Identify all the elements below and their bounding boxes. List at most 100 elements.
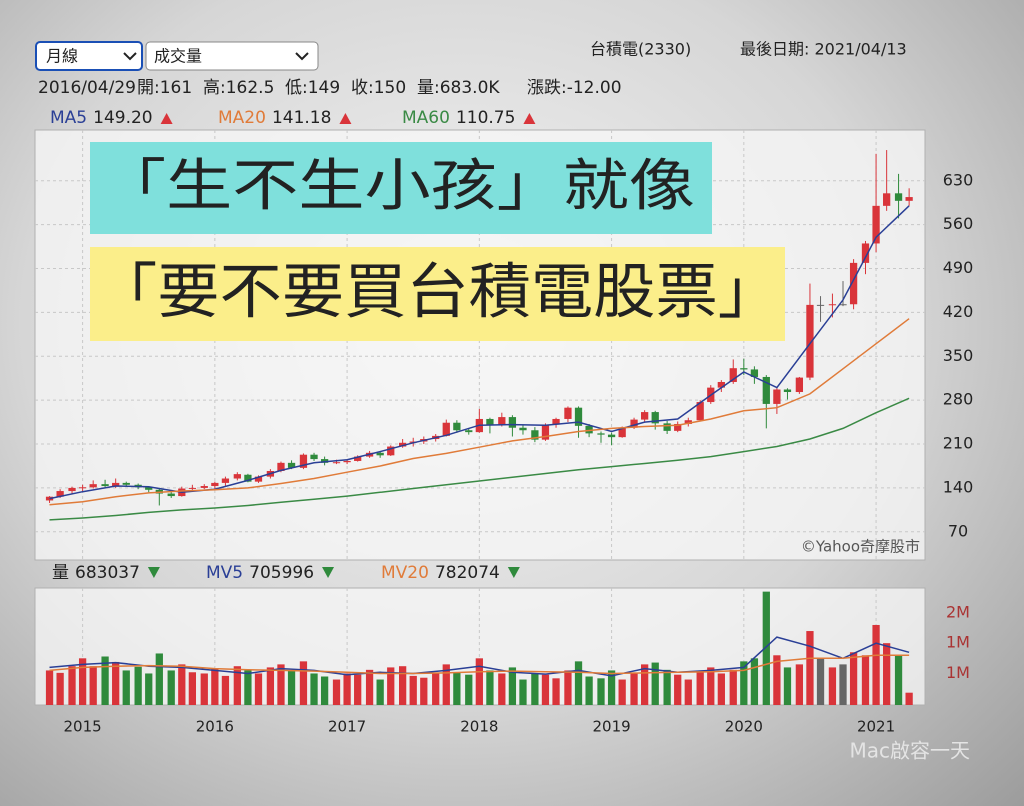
- volume-bar: [806, 631, 814, 705]
- volume-bar: [674, 674, 682, 705]
- candle-body: [244, 474, 252, 482]
- candle-body: [663, 423, 671, 431]
- volume-bar: [630, 673, 638, 705]
- volume-bar: [89, 666, 97, 705]
- y-tick-label: 1M: [946, 663, 970, 682]
- volume-bar: [861, 655, 870, 705]
- candle-body: [795, 377, 804, 393]
- legend-name: MV20: [381, 563, 429, 583]
- last-date: 最後日期: 2021/04/13: [740, 40, 907, 59]
- legend-name: MA60: [402, 108, 450, 128]
- period-select[interactable]: 月線: [35, 41, 143, 71]
- candle-body: [883, 193, 891, 206]
- info-item: 量:683.0K: [417, 78, 500, 98]
- x-tick-label: 2020: [725, 718, 763, 736]
- volume-bar: [641, 664, 649, 705]
- volume-bar: [552, 678, 560, 705]
- volume-bar: [200, 673, 208, 705]
- volume-bar: [828, 667, 837, 705]
- candle-body: [320, 459, 329, 463]
- up-arrow: [339, 113, 352, 124]
- volume-bar: [740, 661, 748, 705]
- indicator-select[interactable]: 成交量: [145, 41, 319, 71]
- volume-bar: [574, 661, 583, 705]
- ma-line: [49, 636, 910, 677]
- overlay-text: 「生不生小孩」就像: [100, 154, 695, 219]
- candle-body: [343, 460, 351, 463]
- indicator-select-box[interactable]: [145, 41, 319, 71]
- candle-body: [618, 427, 626, 438]
- volume-bar: [783, 667, 792, 705]
- period-select-box[interactable]: [35, 41, 143, 71]
- volume-bar: [254, 673, 263, 705]
- volume-bar: [188, 672, 197, 705]
- volume-bar: [266, 667, 275, 705]
- candle-body: [519, 427, 527, 431]
- candle-body: [574, 407, 583, 426]
- stock-name: 台積電(2330): [590, 40, 691, 59]
- volume-bar: [762, 591, 770, 705]
- candle-body: [254, 476, 263, 482]
- candle-body: [332, 462, 341, 464]
- volume-bar: [816, 658, 825, 705]
- period-select-text[interactable]: 月線: [46, 47, 78, 66]
- volume-bar: [849, 652, 858, 705]
- legend-value: 705996: [249, 563, 314, 583]
- indicator-select-text[interactable]: 成交量: [154, 47, 202, 66]
- legend-value: 110.75: [456, 108, 515, 128]
- volume-bar: [541, 674, 550, 705]
- volume-bar: [498, 673, 506, 705]
- candle-body: [597, 433, 605, 435]
- candle-body: [872, 205, 880, 244]
- down-arrow: [322, 567, 335, 578]
- y-tick-label: 280: [943, 390, 974, 409]
- candle-body: [585, 425, 593, 434]
- candle-body: [508, 417, 517, 428]
- y-tick-label: 70: [948, 521, 968, 540]
- candle-body: [729, 368, 737, 382]
- volume-bar: [56, 672, 64, 705]
- candle-body: [78, 487, 87, 489]
- candle-body: [465, 430, 473, 433]
- volume-bar: [299, 661, 308, 705]
- volume-bar: [101, 656, 109, 705]
- volume-bar: [651, 662, 659, 705]
- info-item: 開:161: [137, 78, 192, 98]
- volume-bar: [717, 673, 725, 705]
- candle-body: [630, 419, 638, 428]
- candle-body: [233, 474, 241, 479]
- select-arrow[interactable]: [295, 52, 309, 61]
- candle-body: [442, 422, 450, 436]
- volume-bar: [310, 673, 318, 705]
- candle-body: [221, 478, 230, 483]
- candle-body: [376, 452, 384, 456]
- volume-bar: [112, 661, 120, 705]
- volume-bar: [343, 673, 351, 705]
- up-arrow: [160, 113, 173, 124]
- volume-bar: [320, 676, 329, 705]
- volume-bar: [839, 664, 847, 705]
- volume-bar: [607, 670, 616, 705]
- candle-body: [552, 418, 560, 425]
- select-arrow[interactable]: [123, 52, 137, 61]
- y-tick-label: 1M: [946, 633, 970, 652]
- candle-body: [310, 454, 318, 460]
- volume-bar: [894, 655, 903, 705]
- candle-body: [287, 462, 296, 468]
- volume-bar: [178, 664, 186, 705]
- overlay-text: 「要不要買台積電股票」: [95, 258, 780, 328]
- volume-bar: [354, 674, 362, 705]
- candle-body: [399, 442, 407, 447]
- candle-body: [806, 304, 814, 378]
- y-tick-label: 140: [943, 477, 974, 496]
- candle-body: [750, 369, 759, 377]
- marks: [35, 130, 925, 705]
- volume-bar: [486, 670, 494, 705]
- volume-bar: [442, 664, 450, 705]
- y-tick-label: 630: [943, 170, 974, 189]
- volume-bar: [332, 679, 341, 705]
- volume-bar: [420, 677, 428, 705]
- volume-bar: [564, 670, 572, 705]
- volume-bar: [233, 666, 241, 705]
- candle-body: [861, 243, 870, 263]
